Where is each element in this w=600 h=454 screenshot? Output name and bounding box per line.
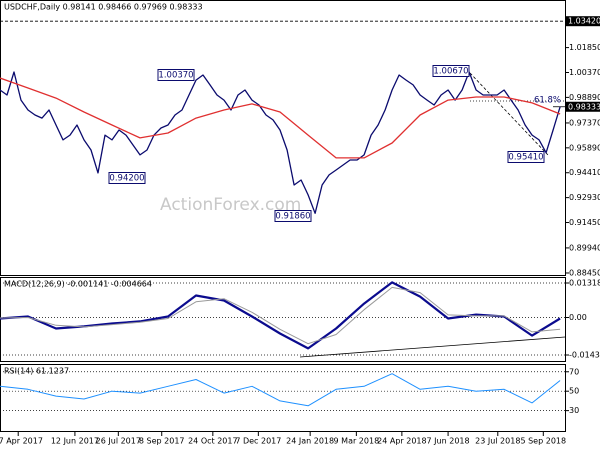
watermark: ActionForex.com (160, 195, 301, 215)
y-tick-label: 1.01850 (569, 43, 600, 52)
y-tick-label: 0.89940 (569, 243, 600, 252)
y-tick-label: -0.014339 (569, 351, 600, 360)
series-line (0, 373, 561, 407)
y-tick-label: 0.95890 (569, 143, 600, 152)
y-tick-label: 0.00 (569, 313, 587, 322)
rsi-panel (0, 364, 566, 432)
y-tick-label: 0.013184 (569, 279, 600, 288)
series-line (0, 286, 561, 345)
annotation: 0.91860 (275, 212, 310, 222)
annotation-box (108, 172, 146, 184)
annotation-box (432, 65, 470, 77)
annotation-box (274, 210, 312, 222)
price-panel (0, 0, 566, 276)
trend-line (469, 72, 549, 156)
x-tick-label: 26 Jul 2017 (96, 437, 141, 446)
annotation-box (157, 69, 195, 81)
x-tick-label: 23 Jul 2018 (475, 437, 520, 446)
x-tick-label: 9 Mar 2018 (334, 437, 380, 446)
macd-panel (0, 277, 566, 362)
x-tick-label: 27 Apr 2017 (0, 437, 43, 446)
x-tick-label: 12 Jun 2017 (51, 437, 99, 446)
annotation: 0.95410 (508, 153, 543, 163)
y-tick-label: 0.88450 (569, 268, 600, 277)
rsi-title: RSI(14) 61.1237 (4, 367, 69, 376)
y-tick-label: 0.98890 (569, 93, 600, 102)
y-tick-label: 0.94410 (569, 168, 600, 177)
price-title: USDCHF,Daily 0.98141 0.98466 0.97969 0.9… (4, 3, 203, 12)
x-tick-label: 24 Apr 2018 (377, 437, 426, 446)
x-tick-label: 5 Sep 2018 (520, 437, 566, 446)
x-tick-label: 7 Dec 2017 (235, 437, 281, 446)
y-tick-label: 50 (569, 387, 579, 396)
x-tick-label: 7 Jun 2018 (427, 437, 470, 446)
annotation: 61.8% (534, 96, 561, 106)
reference-label: 1.03420 (568, 17, 600, 26)
annotation: 1.00670 (433, 67, 468, 77)
current-price-box (566, 101, 600, 112)
series-line (0, 77, 561, 159)
annotation: 1.00370 (158, 71, 193, 81)
y-tick-label: 0.92930 (569, 193, 600, 202)
macd-trend-line (299, 336, 566, 358)
macd-title: MACD(12,26,9) -0.001141 -0.004664 (4, 280, 152, 289)
y-tick-label: 30 (569, 406, 579, 415)
x-tick-label: 8 Sep 2017 (139, 437, 185, 446)
reference-label-box (566, 16, 600, 27)
series-line (0, 71, 561, 214)
y-tick-label: 70 (569, 367, 579, 376)
y-tick-label: 0.91450 (569, 218, 600, 227)
x-tick-label: 24 Jan 2018 (286, 437, 334, 446)
x-tick-label: 24 Oct 2017 (188, 437, 237, 446)
y-tick-label: 1.00370 (569, 68, 600, 77)
current-price-label: 0.98333 (568, 102, 600, 111)
annotation: 0.94200 (109, 174, 144, 184)
annotation-box (507, 151, 545, 163)
y-tick-label: 0.97370 (569, 118, 600, 127)
